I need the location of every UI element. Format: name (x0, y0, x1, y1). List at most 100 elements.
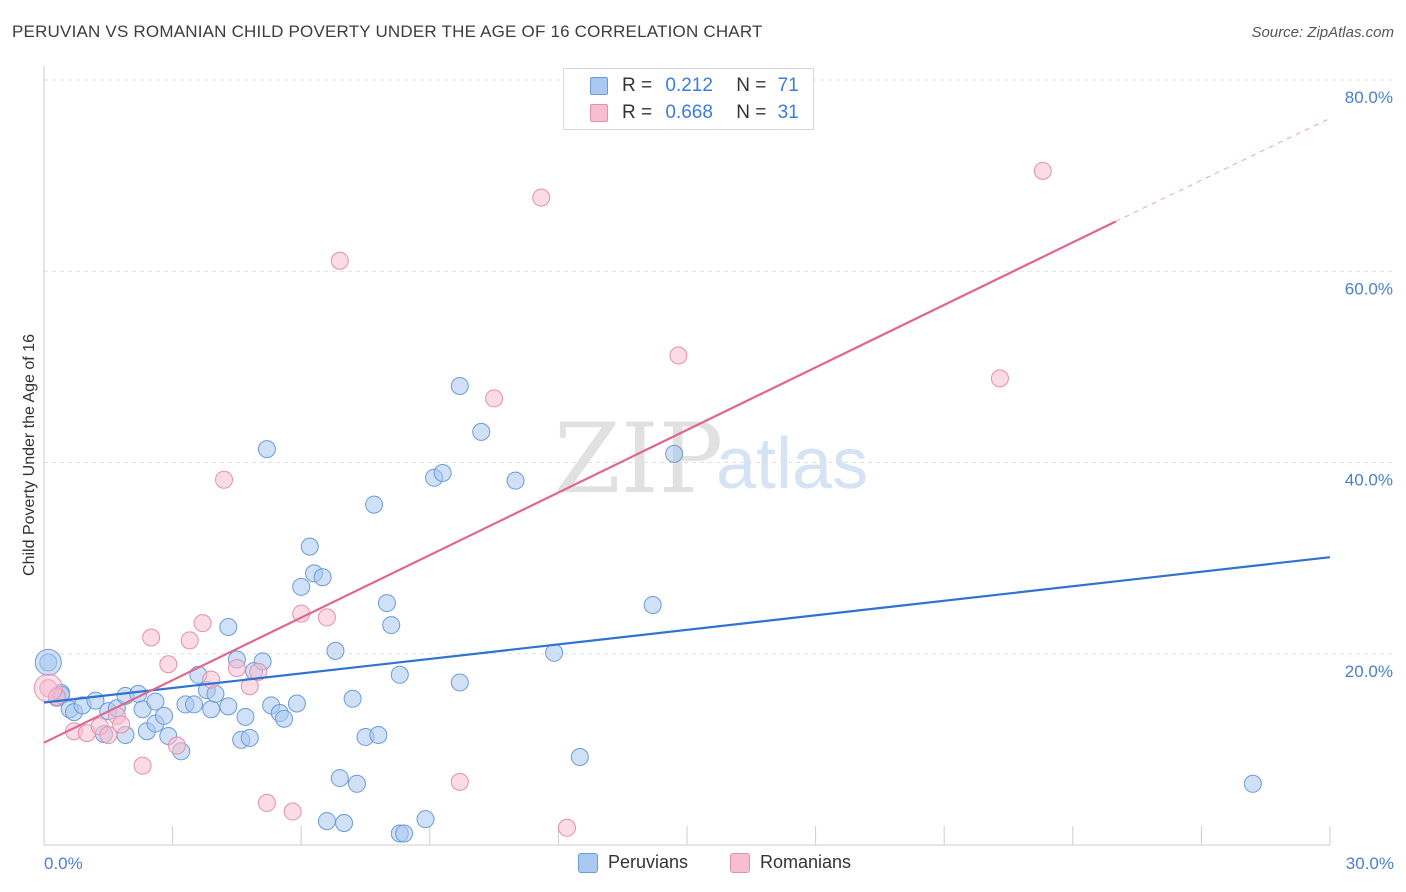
peruvian-point (219, 697, 238, 716)
peruvian-point (450, 673, 469, 692)
peruvian-point (313, 568, 332, 587)
peruvian-point (275, 709, 294, 728)
series-label-romanians: Romanians (760, 852, 852, 872)
peruvian-point (317, 812, 336, 831)
romanian-point (159, 655, 178, 674)
series-legend-peruvians[interactable]: Peruvians (578, 852, 688, 873)
romanian-trend-line (43, 220, 1117, 744)
y-tick-label: 60.0% (1345, 279, 1393, 298)
peruvian-point (472, 422, 491, 441)
y-tick-labels: 20.0% 40.0% 60.0% 80.0% (1345, 88, 1393, 681)
peruvian-point (390, 665, 409, 684)
romanian-point (240, 677, 259, 696)
peruvian-point (369, 726, 388, 745)
peruvian-point (433, 464, 452, 483)
romanian-point (257, 793, 276, 812)
series-label-peruvians: Peruvians (608, 852, 689, 872)
watermark-zip: ZIP (554, 403, 723, 515)
romanian-point (990, 369, 1009, 388)
peruvian-point (382, 616, 401, 635)
peruvian-point (343, 689, 362, 708)
peruvian-point (287, 694, 306, 713)
series-legend: Peruvians Romanians (0, 852, 1406, 876)
x-tick-label-end: 30.0% (1346, 854, 1394, 873)
legend-r-label: R = (622, 75, 653, 96)
romanian-point (557, 818, 576, 837)
source-label: Source: ZipAtlas.com (1251, 24, 1394, 41)
peruvian-point (185, 695, 204, 714)
gridlines (44, 79, 1392, 655)
romanian-point (532, 188, 551, 207)
series-swatch-romanians (730, 852, 750, 873)
peruvian-point (365, 495, 384, 514)
peruvian-point (34, 648, 62, 676)
peruvian-point (643, 595, 662, 614)
romanian-point (215, 470, 234, 489)
peruvian-point (292, 577, 311, 596)
legend-r-value-romanians: 0.668 (665, 102, 713, 123)
peruvian-point (395, 824, 414, 843)
peruvian-point (416, 810, 435, 829)
y-tick-label: 40.0% (1345, 471, 1393, 490)
peruvian-point (335, 814, 354, 833)
watermark: ZIP atlas (554, 403, 868, 515)
peruvian-point (240, 728, 259, 747)
peruvian-point (202, 700, 221, 719)
legend-n-value-romanians: 31 (777, 102, 799, 123)
legend-text-romanians: R = 0.668 N = 31 (622, 102, 799, 124)
romanian-point (167, 736, 186, 755)
peruvian-point (257, 440, 276, 459)
romanian-point (193, 614, 212, 633)
series-legend-romanians[interactable]: Romanians (730, 852, 851, 873)
romanian-point (283, 802, 302, 821)
legend-text-peruvians: R = 0.212 N = 71 (622, 75, 799, 97)
peruvian-point (570, 748, 589, 767)
peruvian-point (219, 617, 238, 636)
romanian-point (227, 659, 246, 678)
romanian-point (450, 772, 469, 791)
series-swatch-peruvians (578, 852, 598, 873)
romanian-point (669, 346, 688, 365)
y-tick-label: 20.0% (1345, 662, 1393, 681)
legend-r-label: R = (622, 102, 653, 123)
romanian-point (112, 715, 131, 734)
romanian-point (180, 631, 199, 650)
legend-r-value-peruvians: 0.212 (665, 75, 713, 96)
legend-n-label: N = (736, 102, 767, 123)
romanian-point (485, 389, 504, 408)
peruvian-point (155, 706, 174, 725)
y-axis-label: Child Poverty Under the Age of 16 (21, 334, 38, 576)
romanian-point (33, 673, 63, 703)
peruvian-point (236, 707, 255, 726)
legend-n-label: N = (736, 75, 767, 96)
romanian-trend-extension (1115, 117, 1331, 222)
peruvian-point (347, 774, 366, 793)
romanian-point (330, 251, 349, 270)
legend-swatch-romanians (590, 104, 608, 122)
romanian-point (317, 608, 336, 627)
romanian-point (99, 726, 118, 745)
chart-title: PERUVIAN VS ROMANIAN CHILD POVERTY UNDER… (12, 22, 763, 41)
romanian-point (133, 756, 152, 775)
peruvian-point (330, 769, 349, 788)
peruvian-point (377, 594, 396, 613)
romanian-point (249, 662, 268, 681)
watermark-atlas: atlas (716, 424, 868, 504)
peruvian-point (450, 377, 469, 395)
trend-lines (43, 117, 1331, 744)
peruvian-point (1243, 774, 1262, 793)
peruvian-point (146, 692, 165, 711)
romanian-point (202, 670, 221, 689)
x-tick-label-start: 0.0% (44, 854, 83, 873)
romanian-point (142, 628, 161, 647)
peruvian-trend-line (43, 556, 1331, 704)
legend-n-value-peruvians: 71 (777, 75, 799, 96)
peruvian-point (300, 537, 319, 556)
romanian-point (1033, 161, 1052, 180)
peruvian-points (34, 377, 1262, 843)
correlation-legend: R = 0.212 N = 71 R = 0.668 N = 31 (563, 68, 814, 130)
peruvian-point (665, 444, 684, 463)
y-tick-label: 80.0% (1345, 88, 1393, 107)
peruvian-point (506, 471, 525, 490)
